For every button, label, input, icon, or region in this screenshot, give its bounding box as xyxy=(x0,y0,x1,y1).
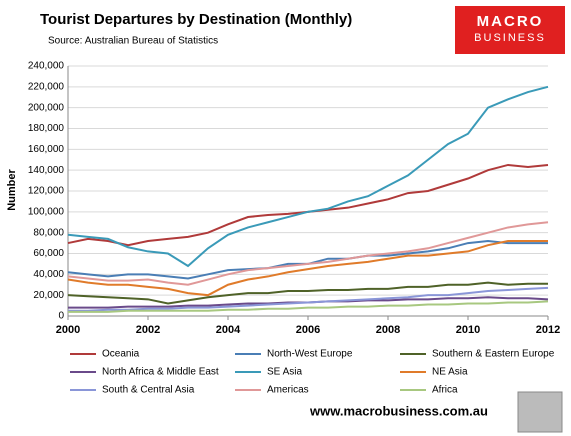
x-tick-label: 2000 xyxy=(56,324,80,336)
x-tick-label: 2012 xyxy=(536,324,560,336)
series-line xyxy=(67,239,548,280)
series-line xyxy=(68,300,549,313)
legend-label: South & Central Asia xyxy=(102,385,195,396)
legend-label: SE Asia xyxy=(267,367,302,378)
chart-title: Tourist Departures by Destination (Month… xyxy=(40,11,352,28)
series-line xyxy=(68,286,549,312)
x-tick-label: 2008 xyxy=(376,324,400,336)
y-axis-label: Number xyxy=(6,169,18,211)
footer: www.macrobusiness.com.au xyxy=(309,403,488,418)
y-tick-label: 80,000 xyxy=(33,227,64,238)
x-tick-label: 2002 xyxy=(136,324,160,336)
y-tick-label: 200,000 xyxy=(28,102,65,113)
legend-label: North Africa & Middle East xyxy=(102,367,219,378)
y-tick-label: 120,000 xyxy=(28,186,65,197)
legend-label: Americas xyxy=(267,385,309,396)
x-tick-label: 2004 xyxy=(216,324,241,336)
legend-label: Africa xyxy=(432,385,458,396)
x-tick-label: 2010 xyxy=(456,324,480,336)
series-line xyxy=(67,85,549,268)
series-line xyxy=(67,221,549,286)
y-tick-label: 60,000 xyxy=(33,248,64,259)
y-tick-label: 220,000 xyxy=(28,81,65,92)
chart-subtitle: Source: Australian Bureau of Statistics xyxy=(48,36,218,47)
y-tick-label: 160,000 xyxy=(28,144,65,155)
legend-label: Southern & Eastern Europe xyxy=(432,349,555,360)
logo-text: BUSINESS xyxy=(474,32,546,44)
y-tick-label: 0 xyxy=(58,311,64,322)
logo-text: MACRO xyxy=(477,13,544,30)
y-tick-label: 240,000 xyxy=(28,61,65,72)
y-tick-label: 180,000 xyxy=(28,123,65,134)
y-tick-label: 40,000 xyxy=(33,269,64,280)
series-line xyxy=(67,281,548,305)
y-tick-label: 140,000 xyxy=(28,165,65,176)
series-line xyxy=(67,240,548,297)
legend-label: North-West Europe xyxy=(267,349,353,360)
y-tick-label: 20,000 xyxy=(33,290,64,301)
x-tick-label: 2006 xyxy=(296,324,320,336)
logo-box xyxy=(455,6,565,54)
y-tick-label: 100,000 xyxy=(28,206,65,217)
legend-label: NE Asia xyxy=(432,367,468,378)
legend-label: Oceania xyxy=(102,349,140,360)
wolf-image xyxy=(517,391,563,433)
